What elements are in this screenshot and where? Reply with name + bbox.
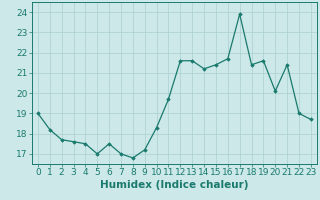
X-axis label: Humidex (Indice chaleur): Humidex (Indice chaleur) (100, 180, 249, 190)
